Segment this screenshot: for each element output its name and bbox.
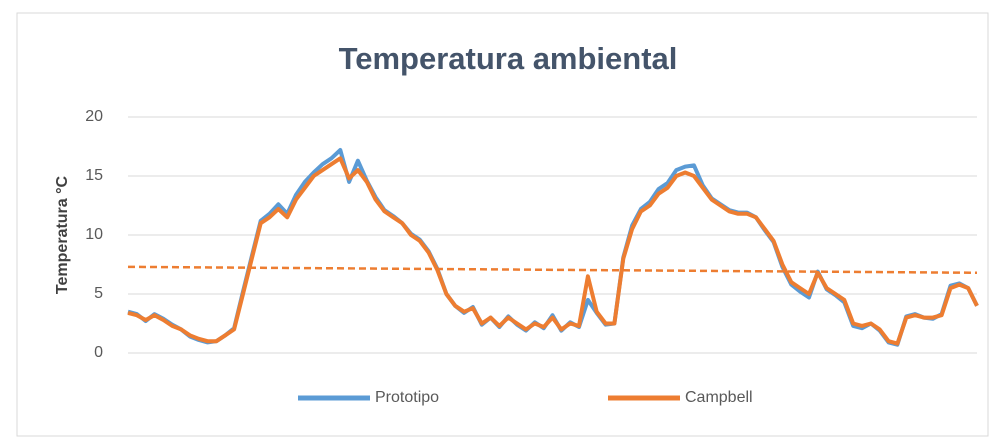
y-tick-label: 15 xyxy=(85,167,103,184)
trend-line xyxy=(127,265,978,275)
legend-label: Prototipo xyxy=(375,389,439,406)
y-axis-title: Temperatura °C xyxy=(54,175,71,294)
chart-frame xyxy=(16,12,989,437)
chart-title: Temperatura ambiental xyxy=(339,41,678,76)
y-tick-label: 0 xyxy=(94,344,103,361)
legend-label: Campbell xyxy=(685,389,753,406)
y-tick-label: 10 xyxy=(85,226,103,243)
y-tick-label: 5 xyxy=(94,285,103,302)
y-tick-label: 20 xyxy=(85,108,103,125)
series-line xyxy=(127,156,979,346)
